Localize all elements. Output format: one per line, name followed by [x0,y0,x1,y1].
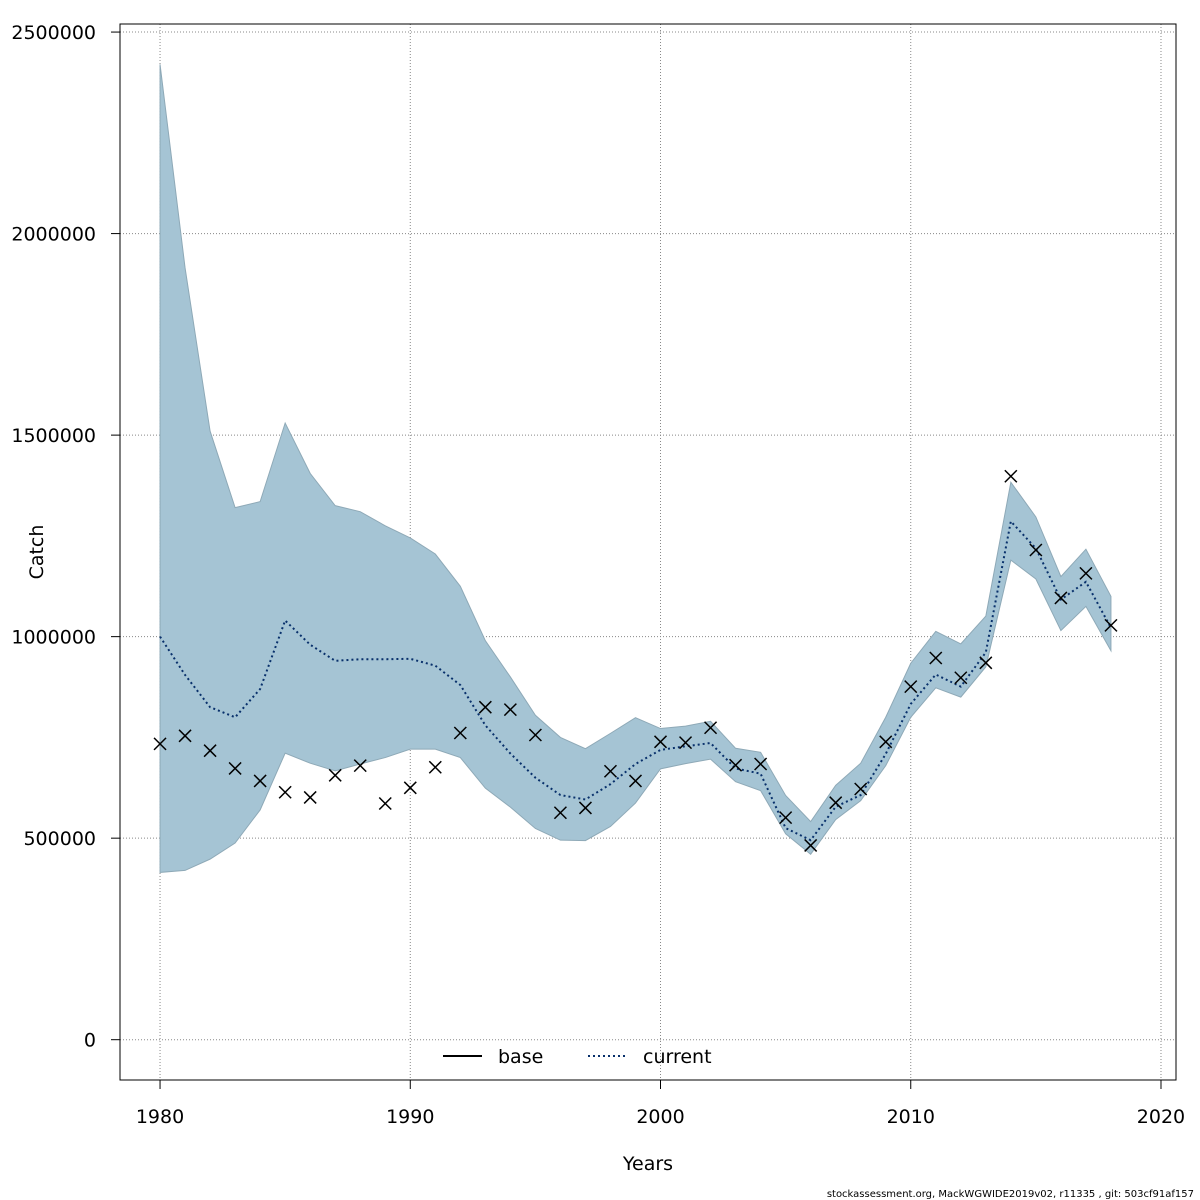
observed-point-1998 [603,764,617,778]
x-tick-label-1980: 1980 [136,1106,184,1128]
observed-point-1980 [153,737,167,751]
observed-point-1994 [503,703,517,717]
observed-point-2003 [729,758,743,772]
observed-point-1982 [203,744,217,758]
observed-point-2009 [879,735,893,749]
observed-point-1991 [428,760,442,774]
y-tick-label-2000000: 2000000 [11,224,96,246]
observed-point-1988 [353,759,367,773]
y-tick-label-1500000: 1500000 [11,425,96,447]
observed-point-1983 [228,761,242,775]
footer-credit: stockassessment.org, MackWGWIDE2019v02, … [827,1189,1194,1200]
grid-lines [120,24,1176,1080]
observed-point-2001 [679,736,693,750]
legend-current-label: current [643,1046,712,1068]
observed-point-2015 [1029,543,1043,557]
observed-point-2018 [1104,618,1118,632]
x-tick-label-2010: 2010 [887,1106,935,1128]
confidence-band-current [159,64,1112,873]
observed-point-2012 [954,671,968,685]
x-tick-label-2020: 2020 [1137,1106,1185,1128]
observed-point-2004 [754,757,768,771]
observed-point-2005 [779,811,793,825]
legend: base current [443,1046,712,1068]
observed-point-1984 [253,774,267,788]
observed-point-2006 [804,838,818,852]
observed-point-1999 [628,774,643,788]
observed-point-2000 [653,735,668,749]
observed-point-1981 [178,729,192,743]
observed-point-2017 [1079,566,1093,580]
x-axis-label: Years [622,1153,673,1175]
legend-base-label: base [498,1046,543,1068]
y-tick-label-1000000: 1000000 [11,627,96,649]
observed-point-2014 [1004,469,1018,483]
x-tick-label-2000: 2000 [636,1106,684,1128]
observed-point-1989 [378,796,392,811]
y-tick-label-0: 0 [84,1030,96,1052]
observed-point-2008 [854,782,868,796]
observed-point-1995 [528,728,542,742]
observed-point-2016 [1054,591,1068,605]
y-axis-label: Catch [26,525,48,580]
y-tick-label-500000: 500000 [23,828,96,850]
observed-point-2011 [929,651,943,665]
observed-point-1997 [578,801,592,815]
y-axis: 0 500000 1000000 1500000 2000000 2500000 [11,22,121,1052]
observed-point-2013 [979,656,993,670]
observed-markers [153,469,1118,852]
observed-point-1990 [403,781,417,795]
observed-point-1987 [328,768,342,782]
observed-point-1992 [453,726,467,740]
x-axis: 1980 1990 2000 2010 2020 [136,1079,1185,1128]
observed-point-2010 [904,680,918,694]
observed-point-2002 [704,721,718,735]
x-tick-label-1990: 1990 [386,1106,434,1128]
observed-point-2007 [829,796,843,810]
observed-point-1985 [278,785,292,799]
observed-point-1996 [553,806,567,820]
observed-point-1993 [478,700,492,714]
observed-point-1986 [303,790,317,804]
y-tick-label-2500000: 2500000 [11,22,96,44]
